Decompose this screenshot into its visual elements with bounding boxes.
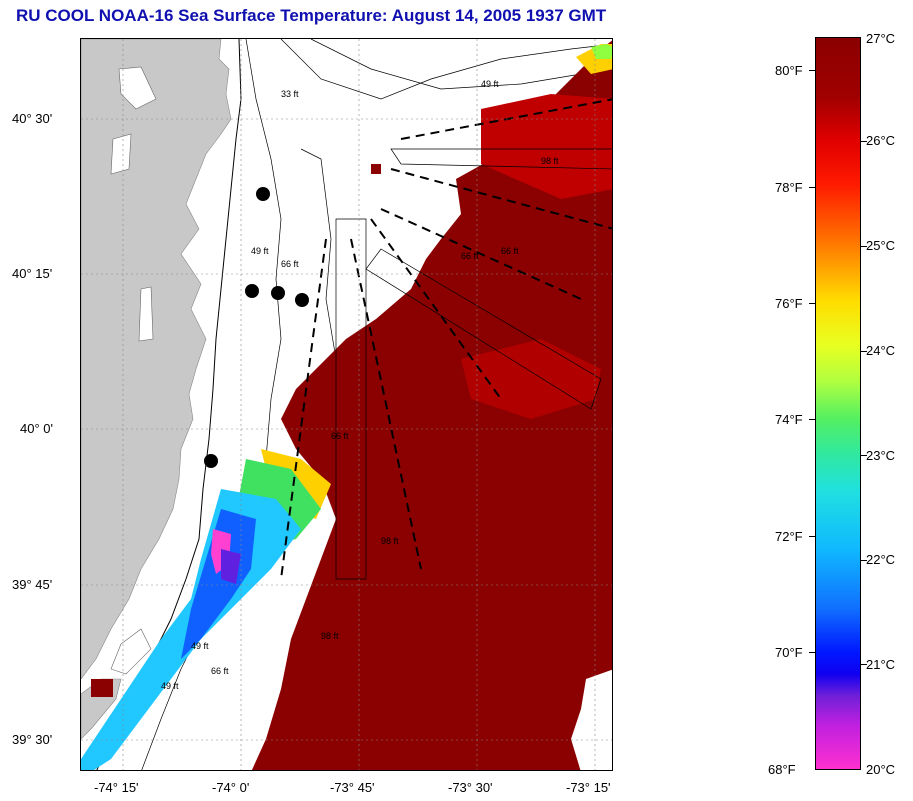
lon-label: -73° 15' [566, 780, 611, 795]
colorbar-fahrenheit-label: 68°F [768, 762, 796, 777]
depth-label: 98 ft [321, 631, 339, 641]
graticule [81, 39, 612, 770]
lat-label: 40° 30' [12, 111, 53, 126]
station-marker [256, 187, 270, 201]
hot-water-area [481, 94, 612, 199]
lat-label: 39° 45' [12, 577, 53, 592]
depth-label: 66 ft [281, 259, 299, 269]
depth-label: 98 ft [381, 536, 399, 546]
depth-label: 66 ft [461, 251, 479, 261]
warm-water-area [91, 679, 113, 697]
warm-water-area [251, 40, 612, 770]
depth-label: 98 ft [541, 156, 559, 166]
station-marker [271, 286, 285, 300]
barrier-island [110, 66, 157, 675]
colorbar-fahrenheit-label: 78°F [775, 180, 803, 195]
land-area [81, 39, 232, 680]
colorbar-fahrenheit-label: 70°F [775, 645, 803, 660]
lat-label: 39° 30' [12, 732, 53, 747]
depth-label: 66 ft [501, 246, 519, 256]
colorbar-celsius-label: 22°C [866, 552, 896, 567]
sst-map-canvas: 33 ft 49 ft 49 ft 66 ft 98 ft 66 ft 66 f… [81, 39, 612, 770]
depth-label: 49 ft [251, 246, 269, 256]
colorbar-celsius-label: 21°C [866, 657, 896, 672]
colorbar-celsius-label: 20°C [866, 762, 896, 777]
depth-label: 49 ft [191, 641, 209, 651]
lat-label: 40° 15' [12, 266, 53, 281]
colorbar-fahrenheit-label: 74°F [775, 412, 803, 427]
colorbar-celsius-label: 23°C [866, 448, 896, 463]
cloud-cover-area [571, 669, 612, 770]
lon-label: -73° 45' [330, 780, 375, 795]
station-marker [204, 454, 218, 468]
lon-label: -73° 30' [448, 780, 493, 795]
warm-water-area [591, 44, 612, 59]
colorbar-celsius-label: 24°C [866, 343, 896, 358]
colorbar-celsius-label: 26°C [866, 133, 896, 148]
lon-label: -74° 15' [94, 780, 139, 795]
station-markers [204, 187, 309, 468]
colorbar-celsius-label: 25°C [866, 238, 896, 253]
lon-label: -74° 0' [212, 780, 250, 795]
map-title: RU COOL NOAA-16 Sea Surface Temperature:… [16, 6, 607, 25]
upwelling-plume [181, 509, 256, 659]
lat-label: 40° 0' [20, 421, 53, 436]
sst-map: 33 ft 49 ft 49 ft 66 ft 98 ft 66 ft 66 f… [80, 38, 613, 771]
depth-label: 33 ft [281, 89, 299, 99]
transect-lines [280, 98, 612, 580]
depth-label: 66 ft [211, 666, 229, 676]
warm-water-area [371, 164, 381, 174]
colorbar-fahrenheit-label: 76°F [775, 296, 803, 311]
station-marker [295, 293, 309, 307]
upwelling-plume [221, 549, 241, 584]
hot-water-area [461, 339, 601, 419]
depth-label: 49 ft [481, 79, 499, 89]
colorbar-fahrenheit-label: 72°F [775, 529, 803, 544]
depth-label: 66 ft [331, 431, 349, 441]
colorbar-celsius-label: 27°C [866, 31, 896, 46]
depth-label: 49 ft [161, 681, 179, 691]
station-marker [245, 284, 259, 298]
color-scale-bar [815, 37, 861, 770]
colorbar-fahrenheit-label: 80°F [775, 63, 803, 78]
